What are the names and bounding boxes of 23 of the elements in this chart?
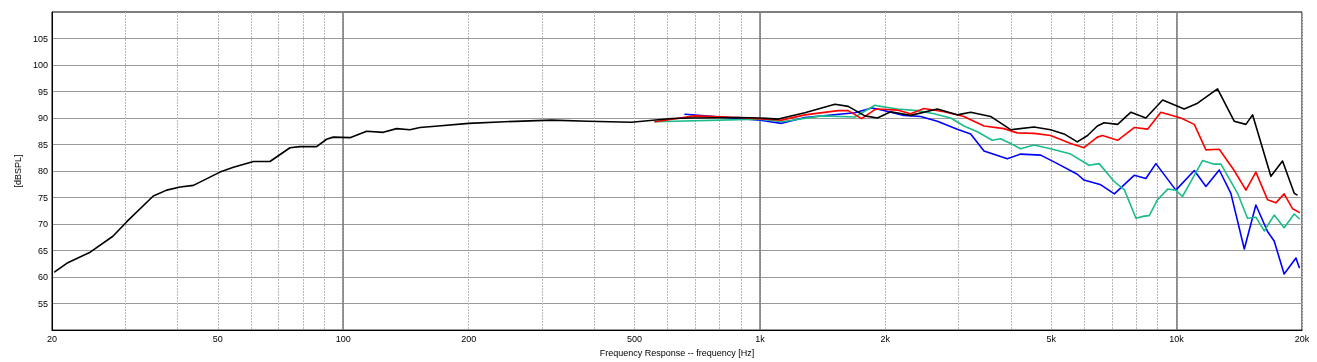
y-tick-label: 55: [37, 298, 48, 309]
x-tick-label: 100: [335, 333, 351, 344]
x-tick-label: 1k: [755, 333, 766, 344]
x-tick-label: 2k: [880, 333, 891, 344]
x-axis-title: Frequency Response -- frequency [Hz]: [599, 347, 755, 358]
x-tick-label: 10k: [1169, 333, 1185, 344]
x-tick-label: 50: [212, 333, 223, 344]
y-tick-label: 75: [37, 192, 48, 203]
x-tick-label: 20k: [1294, 333, 1310, 344]
y-axis-title: [dBSPL]: [12, 154, 23, 188]
y-tick-label: 105: [32, 33, 48, 44]
x-tick-label: 20: [46, 333, 58, 344]
y-tick-label: 80: [37, 166, 48, 177]
y-tick-label: 70: [37, 219, 48, 230]
y-tick-label: 90: [37, 113, 48, 124]
x-tick-label: 200: [461, 333, 477, 344]
x-tick-label: 500: [626, 333, 642, 344]
y-tick-label: 85: [37, 139, 48, 150]
y-tick-label: 100: [32, 60, 48, 71]
y-tick-label: 95: [37, 86, 48, 97]
x-tick-label: 5k: [1046, 333, 1057, 344]
y-tick-label: 60: [37, 272, 48, 283]
y-tick-label: 65: [37, 245, 48, 256]
